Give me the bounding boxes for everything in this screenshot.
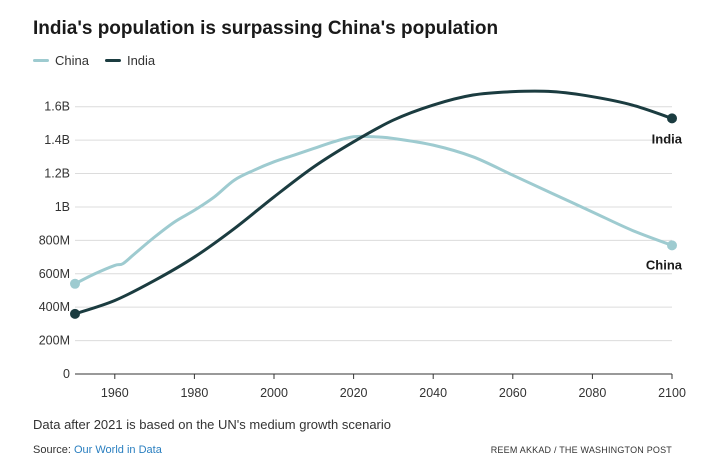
end-point-india [667,113,677,124]
legend-label-china: China [55,53,89,68]
footnote: Data after 2021 is based on the UN's med… [33,417,392,432]
x-tick-label: 2020 [340,386,368,400]
y-tick-label: 200M [39,334,70,348]
y-tick-label: 1B [55,200,70,214]
y-tick-label: 800M [39,233,70,247]
legend-item-china: China [33,53,89,68]
start-point-china [70,278,80,289]
legend-label-india: India [126,53,156,68]
end-label-china: China [646,257,683,272]
x-tick-label: 2060 [499,386,527,400]
chart-title: India's population is surpassing China's… [33,18,499,39]
start-point-india [70,308,80,319]
x-tick-label: 1980 [180,386,208,400]
x-tick-label: 2080 [578,386,606,400]
series-line-china [73,134,674,286]
end-point-china [667,240,677,251]
credit-line: REEM AKKAD / THE WASHINGTON POST [490,445,672,455]
series-line-india [73,89,674,316]
legend-swatch-china [33,59,49,62]
y-tick-label: 1.4B [44,133,70,147]
x-tick-label: 2040 [419,386,447,400]
x-tick-label: 1960 [101,386,129,400]
y-tick-label: 600M [39,267,70,281]
x-tick-label: 2000 [260,386,288,400]
end-label-india: India [652,131,683,146]
chart-legend: China India [33,53,171,68]
source-link[interactable]: Our World in Data [73,444,162,456]
y-tick-label: 0 [63,367,70,381]
y-tick-label: 1.2B [44,167,70,181]
legend-item-india: India [104,53,156,68]
legend-swatch-india [104,59,121,62]
source-prefix: Source: [33,444,71,456]
y-tick-label: 400M [39,300,70,314]
x-tick-label: 2100 [658,386,686,400]
source-line: Source: Our World in Data [33,444,162,456]
y-tick-label: 1.6B [44,100,70,114]
